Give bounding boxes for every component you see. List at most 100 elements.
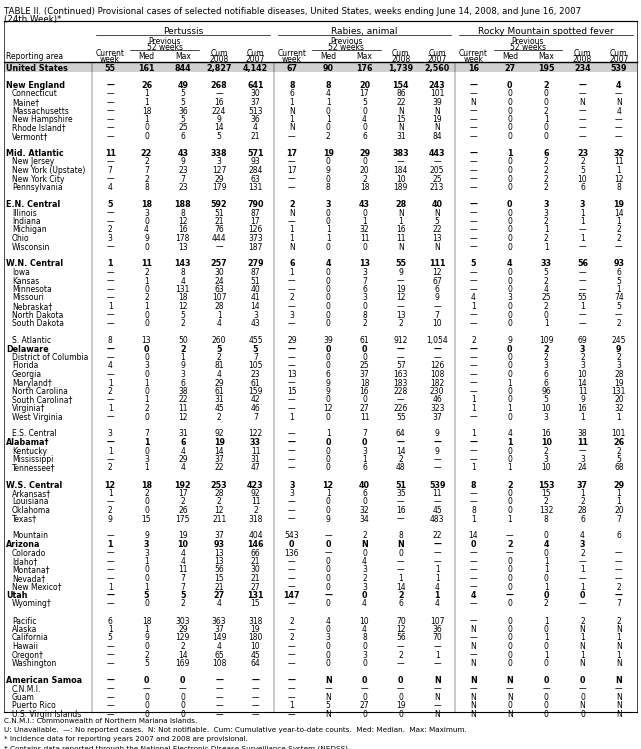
Text: 2: 2 [544, 345, 549, 354]
Text: —: — [433, 353, 441, 362]
Text: 51: 51 [395, 481, 406, 490]
Text: —: — [106, 98, 114, 107]
Text: —: — [470, 362, 478, 371]
Text: —: — [252, 693, 260, 702]
Text: —: — [288, 625, 296, 634]
Text: 13: 13 [214, 548, 224, 557]
Text: 18: 18 [360, 378, 369, 387]
Text: —: — [470, 413, 478, 422]
Text: —: — [470, 149, 478, 158]
Text: —: — [288, 497, 296, 506]
Text: 52 weeks: 52 weeks [328, 43, 364, 52]
Text: 11: 11 [251, 446, 260, 455]
Text: Previous: Previous [512, 37, 544, 46]
Text: 1: 1 [471, 302, 476, 311]
Text: N: N [361, 540, 368, 549]
Text: 2: 2 [144, 489, 149, 498]
Text: 1: 1 [144, 378, 149, 387]
Text: 11: 11 [104, 149, 115, 158]
Text: W.S. Central: W.S. Central [6, 481, 62, 490]
Text: 404: 404 [248, 532, 263, 541]
Text: —: — [288, 659, 296, 668]
Text: —: — [433, 302, 441, 311]
Text: 1: 1 [471, 404, 476, 413]
Text: 4: 4 [435, 583, 440, 592]
Text: —: — [106, 591, 114, 600]
Text: 21: 21 [215, 583, 224, 592]
Text: 844: 844 [174, 64, 191, 73]
Text: 0: 0 [144, 676, 149, 685]
Text: —: — [288, 710, 296, 719]
Text: —: — [106, 599, 114, 608]
Text: 61: 61 [214, 387, 224, 396]
Text: 70: 70 [432, 634, 442, 643]
Text: 0: 0 [544, 548, 549, 557]
Text: 1: 1 [544, 650, 549, 660]
Text: 0: 0 [508, 565, 512, 574]
Text: 2: 2 [580, 157, 585, 166]
Text: 260: 260 [212, 336, 226, 345]
Text: —: — [288, 395, 296, 404]
Text: 0: 0 [508, 625, 512, 634]
Text: —: — [470, 124, 478, 133]
Text: 19: 19 [322, 149, 334, 158]
Text: —: — [106, 548, 114, 557]
Text: 5: 5 [253, 345, 258, 354]
Text: —: — [470, 353, 478, 362]
Text: 0: 0 [326, 268, 331, 277]
Text: 2: 2 [217, 413, 222, 422]
Text: E.S. Central: E.S. Central [12, 429, 57, 438]
Text: 1: 1 [108, 489, 113, 498]
Text: 0: 0 [144, 243, 149, 252]
Text: 51: 51 [214, 208, 224, 217]
Text: 5: 5 [362, 98, 367, 107]
Text: 16: 16 [178, 225, 188, 234]
Text: —: — [579, 81, 587, 90]
Text: —: — [470, 557, 478, 566]
Text: 63: 63 [251, 175, 260, 184]
Text: 9: 9 [180, 157, 185, 166]
Text: 9: 9 [326, 166, 331, 175]
Text: 38: 38 [578, 429, 587, 438]
Text: 0: 0 [508, 634, 512, 643]
Text: 4: 4 [180, 446, 185, 455]
Text: —: — [106, 89, 114, 99]
Text: 2: 2 [217, 497, 222, 506]
Text: 0: 0 [470, 540, 476, 549]
Text: 1: 1 [290, 115, 294, 124]
Text: Colorado: Colorado [12, 548, 46, 557]
Text: 5: 5 [217, 132, 222, 141]
Text: 7: 7 [253, 413, 258, 422]
Text: 1: 1 [617, 166, 621, 175]
Text: 0: 0 [326, 659, 331, 668]
Text: 35: 35 [396, 489, 406, 498]
Text: 195: 195 [538, 64, 554, 73]
Text: 19: 19 [432, 115, 442, 124]
Text: —: — [397, 659, 404, 668]
Text: —: — [143, 685, 150, 694]
Text: —: — [506, 685, 513, 694]
Text: N: N [470, 98, 476, 107]
Text: N: N [470, 710, 476, 719]
Text: 12: 12 [396, 625, 406, 634]
Text: 3: 3 [253, 311, 258, 320]
Text: Virginia†: Virginia† [12, 404, 46, 413]
Text: 19: 19 [396, 702, 406, 711]
Text: 2: 2 [544, 175, 549, 184]
Text: 0: 0 [544, 532, 549, 541]
Text: 0: 0 [289, 540, 295, 549]
Text: 6: 6 [180, 132, 185, 141]
Text: —: — [397, 497, 404, 506]
Text: 279: 279 [247, 259, 264, 268]
Text: 4: 4 [507, 259, 513, 268]
Text: 0: 0 [144, 497, 149, 506]
Text: 55: 55 [396, 413, 406, 422]
Text: —: — [106, 574, 114, 583]
Text: 7: 7 [617, 599, 621, 608]
Text: 8: 8 [108, 336, 113, 345]
Text: C.N.M.I.: Commonwealth of Northern Mariana Islands.: C.N.M.I.: Commonwealth of Northern Maria… [4, 718, 197, 724]
Text: 11: 11 [614, 157, 624, 166]
Text: Cum: Cum [574, 49, 591, 58]
Text: Cum: Cum [247, 49, 264, 58]
Text: 0: 0 [399, 548, 403, 557]
